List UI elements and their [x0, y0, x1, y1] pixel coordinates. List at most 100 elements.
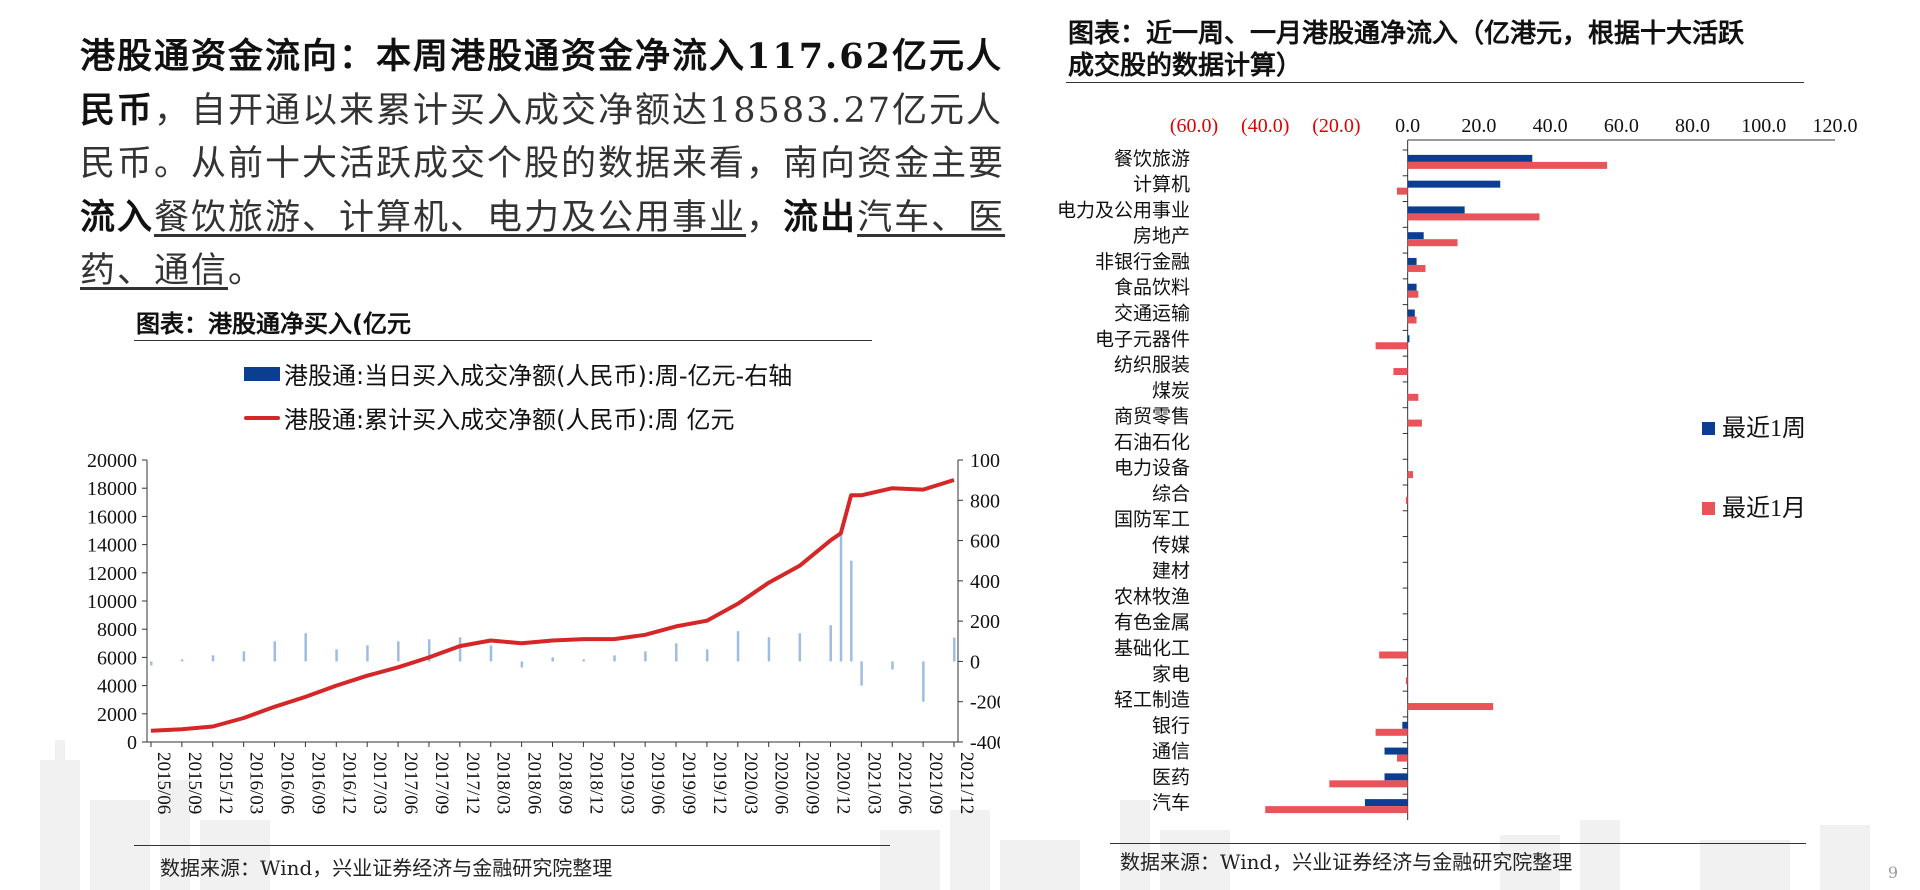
category-label: 房地产 [1133, 225, 1190, 247]
week-bar [1402, 721, 1408, 729]
outflow-sectors: 汽车、医药、通信 [80, 198, 1006, 291]
category-label: 家电 [1152, 663, 1190, 685]
weekly-bar [366, 645, 369, 662]
month-bar [1375, 728, 1408, 736]
weekly-bar [705, 649, 709, 662]
category-label: 轻工制造 [1114, 689, 1190, 711]
weekly-bar [850, 560, 853, 662]
month-bar [1393, 368, 1408, 376]
category-label: 电力设备 [1114, 457, 1190, 479]
x-tick-label: 2020/12 [832, 752, 853, 814]
x-tick-label: 2017/06 [400, 752, 421, 814]
month-bar [1375, 342, 1408, 350]
x-tick-label: 2016/09 [307, 752, 328, 814]
category-label: 餐饮旅游 [1114, 148, 1190, 170]
weekly-bar [211, 655, 215, 662]
week-bar [1407, 309, 1415, 317]
month-bar [1379, 651, 1408, 659]
week-bar [1407, 232, 1424, 240]
x-tick-label: 60.0 [1604, 115, 1639, 137]
month-bar [1407, 419, 1422, 427]
y-left-tick-label: 20000 [87, 450, 137, 472]
month-bar [1405, 496, 1408, 504]
week-bar [1364, 799, 1408, 807]
x-tick-label: 2015/12 [215, 752, 236, 814]
y-right-tick-label: -400 [970, 732, 1000, 754]
right-source: 数据来源：Wind，兴业证券经济与金融研究院整理 [1120, 850, 1573, 874]
week-bar [1407, 206, 1465, 214]
category-label: 非银行金融 [1095, 251, 1190, 273]
headline-paragraph: 港股通资金流向：本周港股通资金净流入117.62亿元人民币，自开通以来累计买入成… [80, 30, 1020, 298]
outflow-label: 流出 [783, 197, 858, 238]
right-title-line2: 成交股的数据计算） [1068, 51, 1303, 81]
weekly-bar [520, 661, 524, 668]
category-label: 综合 [1152, 483, 1190, 505]
headline-body: ，自开通以来累计买入成交净额达18583.27亿元人民币。从前十大活跃成交个股的… [80, 91, 1006, 184]
right-source-rule [1110, 843, 1806, 844]
category-label: 通信 [1152, 741, 1190, 763]
week-bar [1384, 747, 1408, 755]
y-right-tick-label: 800 [970, 490, 1000, 512]
y-left-tick-label: 6000 [97, 647, 137, 669]
week-bar [1407, 154, 1533, 162]
x-tick-label: 2019/12 [709, 752, 730, 814]
x-tick-label: 2016/03 [246, 752, 267, 814]
month-bar [1407, 703, 1494, 711]
weekly-bar [150, 661, 153, 666]
x-tick-label: 2015/09 [184, 752, 205, 814]
x-tick-label: 2019/09 [678, 752, 699, 814]
x-tick-label: (60.0) [1170, 115, 1218, 137]
x-tick-label: 2021/06 [894, 752, 915, 814]
x-tick-label: 2019/03 [616, 752, 637, 814]
category-label: 传媒 [1152, 534, 1190, 556]
category-label: 商贸零售 [1114, 406, 1190, 428]
weekly-bar [860, 661, 863, 686]
weekly-bar [335, 649, 338, 662]
x-tick-label: 2021/09 [925, 752, 946, 814]
week-bar [1407, 180, 1501, 188]
category-label: 交通运输 [1114, 303, 1190, 325]
month-bar [1407, 316, 1417, 324]
weekly-bar [304, 633, 307, 662]
week-bar [1407, 257, 1417, 265]
x-tick-label: 2020/06 [771, 752, 792, 814]
y-left-tick-label: 16000 [87, 506, 137, 528]
weekly-bar [891, 661, 894, 670]
y-right-tick-label: 0 [970, 651, 980, 673]
category-label: 医药 [1152, 766, 1190, 788]
x-tick-label: 80.0 [1675, 115, 1710, 137]
weekly-bar [582, 659, 585, 662]
weekly-bar [736, 631, 740, 662]
cumulative-line [150, 478, 955, 733]
month-bar [1405, 677, 1408, 685]
x-tick-label: 20.0 [1461, 115, 1496, 137]
category-label: 食品饮料 [1114, 277, 1190, 299]
y-left-tick-label: 8000 [97, 619, 137, 641]
legend-line-label: 港股通:累计买入成交净额(人民币):周 亿元 [284, 406, 735, 434]
right-title-rule [1066, 82, 1804, 83]
month-bar [1407, 161, 1608, 169]
x-tick-label: 2021/03 [863, 752, 884, 814]
legend-week-label: 最近1周 [1722, 415, 1806, 442]
right-title-line1: 图表：近一周、一月港股通净流入（亿港元，根据十大活跃 [1068, 19, 1745, 49]
legend-bar-swatch [244, 366, 280, 381]
x-tick-label: 2019/06 [647, 752, 668, 814]
legend-bar-label: 港股通:当日买入成交净额(人民币):周-亿元-右轴 [284, 362, 793, 390]
x-tick-label: 2020/03 [740, 752, 761, 814]
legend-week-swatch [1702, 422, 1715, 435]
x-tick-label: 2017/03 [369, 752, 390, 814]
weekly-bar [953, 637, 956, 662]
x-tick-label: (20.0) [1312, 115, 1360, 137]
x-tick-label: 2017/09 [431, 752, 452, 814]
month-bar [1407, 264, 1426, 272]
x-tick-label: 2016/12 [338, 752, 359, 814]
month-bar [1407, 239, 1458, 247]
weekly-bar [242, 651, 246, 662]
x-tick-label: 0.0 [1395, 115, 1420, 137]
month-bar [1407, 290, 1419, 298]
month-bar [1329, 780, 1408, 788]
y-right-tick-label: 600 [970, 531, 1000, 553]
y-left-tick-label: 14000 [87, 535, 137, 557]
x-tick-label: 2017/12 [462, 752, 483, 814]
